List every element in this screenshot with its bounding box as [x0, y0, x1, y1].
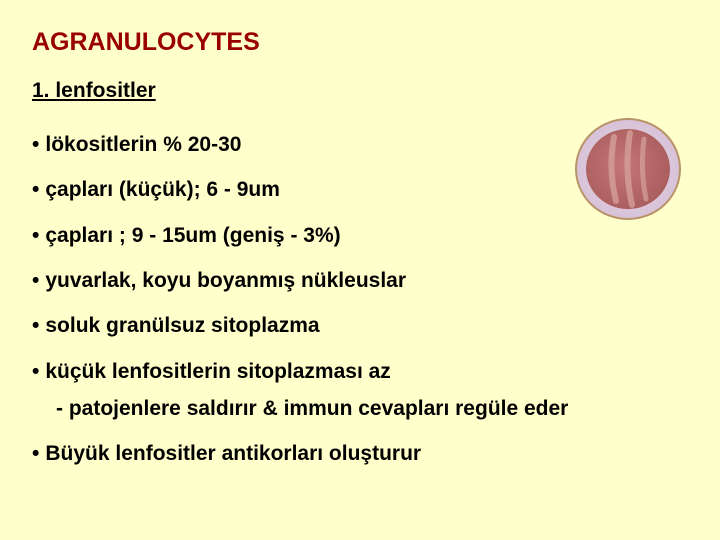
list-item: •küçük lenfositlerin sitoplazması az — [32, 358, 688, 386]
list-item-text: yuvarlak, koyu boyanmış nükleuslar — [45, 269, 406, 292]
cell-icon — [574, 115, 682, 223]
lymphocyte-illustration — [574, 115, 682, 228]
list-item-text: küçük lenfositlerin sitoplazması az — [45, 360, 390, 383]
list-item: •soluk granülsuz sitoplazma — [32, 312, 688, 340]
list-item: •Büyük lenfositler antikorları oluşturur — [32, 440, 688, 468]
section-subtitle: 1. lenfositler — [32, 79, 688, 103]
list-item-text: lökositlerin % 20-30 — [45, 133, 241, 156]
list-item-text: çapları ; 9 - 15um (geniş - 3%) — [45, 224, 340, 247]
list-item-text: soluk granülsuz sitoplazma — [45, 314, 319, 337]
list-item-text: Büyük lenfositler antikorları oluşturur — [45, 442, 421, 465]
sub-line: - patojenlere saldırır & immun cevapları… — [56, 395, 688, 423]
list-item-text: çapları (küçük); 6 - 9um — [45, 178, 280, 201]
bullet-list-2: •Büyük lenfositler antikorları oluşturur — [32, 440, 688, 468]
list-item: •yuvarlak, koyu boyanmış nükleuslar — [32, 267, 688, 295]
page-title: AGRANULOCYTES — [32, 28, 688, 57]
